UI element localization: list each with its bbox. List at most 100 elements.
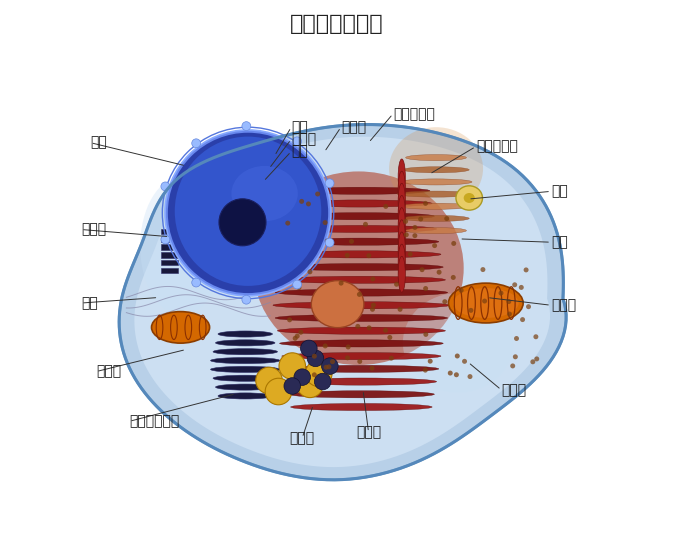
Ellipse shape <box>286 226 437 232</box>
Circle shape <box>366 253 371 258</box>
Circle shape <box>403 219 408 224</box>
Circle shape <box>520 317 525 322</box>
Ellipse shape <box>275 289 448 296</box>
Bar <box>161 252 178 258</box>
Ellipse shape <box>282 353 441 359</box>
Circle shape <box>514 336 519 341</box>
Circle shape <box>370 276 376 281</box>
Ellipse shape <box>254 171 464 365</box>
Circle shape <box>534 357 539 362</box>
Circle shape <box>513 354 518 359</box>
Ellipse shape <box>448 283 523 323</box>
Ellipse shape <box>456 186 483 210</box>
Circle shape <box>512 282 517 287</box>
Circle shape <box>444 216 449 221</box>
Ellipse shape <box>140 177 223 315</box>
Circle shape <box>423 368 428 373</box>
Circle shape <box>451 241 456 246</box>
Ellipse shape <box>406 228 466 233</box>
Ellipse shape <box>397 191 474 197</box>
Ellipse shape <box>398 244 405 280</box>
Ellipse shape <box>398 257 405 293</box>
Circle shape <box>315 191 320 196</box>
Circle shape <box>448 371 453 375</box>
Circle shape <box>287 317 292 322</box>
Circle shape <box>432 243 437 248</box>
Circle shape <box>325 179 334 187</box>
Ellipse shape <box>273 301 450 309</box>
Ellipse shape <box>400 179 472 185</box>
Bar <box>161 268 178 273</box>
Circle shape <box>423 332 428 337</box>
Circle shape <box>423 201 428 206</box>
Text: 细胞结构模式图: 细胞结构模式图 <box>289 14 384 34</box>
Ellipse shape <box>218 393 273 399</box>
Circle shape <box>394 282 399 287</box>
Polygon shape <box>135 137 550 467</box>
Circle shape <box>306 360 332 387</box>
Ellipse shape <box>293 187 430 194</box>
Circle shape <box>346 345 351 349</box>
Text: 核糖体: 核糖体 <box>501 383 526 397</box>
Circle shape <box>482 299 487 304</box>
Circle shape <box>524 268 528 273</box>
Text: 线粒体: 线粒体 <box>551 298 576 312</box>
Text: 溶酶体: 溶酶体 <box>289 431 315 445</box>
Polygon shape <box>119 124 566 480</box>
Circle shape <box>306 201 311 206</box>
Circle shape <box>192 278 201 287</box>
Ellipse shape <box>403 293 513 393</box>
Ellipse shape <box>218 331 273 337</box>
Circle shape <box>324 365 328 370</box>
Circle shape <box>408 252 413 257</box>
Circle shape <box>294 369 310 385</box>
Ellipse shape <box>398 183 405 219</box>
Ellipse shape <box>175 137 321 286</box>
Ellipse shape <box>453 288 519 318</box>
Bar <box>161 260 178 265</box>
Ellipse shape <box>291 200 432 207</box>
Ellipse shape <box>219 199 266 246</box>
Ellipse shape <box>164 161 221 259</box>
Ellipse shape <box>196 138 301 194</box>
Ellipse shape <box>277 276 446 283</box>
Ellipse shape <box>284 365 439 373</box>
Circle shape <box>357 292 362 297</box>
Ellipse shape <box>211 357 280 364</box>
Circle shape <box>192 139 201 148</box>
Text: 核孔: 核孔 <box>90 135 107 150</box>
Ellipse shape <box>398 195 405 231</box>
Ellipse shape <box>151 312 209 343</box>
Ellipse shape <box>398 207 405 243</box>
Ellipse shape <box>400 203 472 209</box>
Circle shape <box>451 275 456 280</box>
Ellipse shape <box>282 251 441 258</box>
Circle shape <box>322 358 338 374</box>
Circle shape <box>481 267 485 272</box>
Circle shape <box>371 302 376 307</box>
Circle shape <box>301 340 317 357</box>
Circle shape <box>388 335 392 340</box>
Ellipse shape <box>398 220 405 255</box>
Circle shape <box>370 307 375 312</box>
Circle shape <box>418 217 423 222</box>
Text: 中心粒: 中心粒 <box>81 222 106 237</box>
Circle shape <box>314 373 331 390</box>
Text: 微丝: 微丝 <box>81 296 98 310</box>
Circle shape <box>468 308 473 313</box>
Ellipse shape <box>291 404 432 410</box>
Text: 核膜: 核膜 <box>291 120 308 134</box>
Circle shape <box>325 238 330 243</box>
Ellipse shape <box>289 213 434 220</box>
Circle shape <box>322 220 328 225</box>
Circle shape <box>293 280 302 289</box>
Circle shape <box>339 280 344 285</box>
Ellipse shape <box>284 238 439 245</box>
Circle shape <box>454 372 459 377</box>
Circle shape <box>442 299 448 304</box>
Circle shape <box>413 233 417 238</box>
Bar <box>161 244 178 250</box>
Circle shape <box>519 285 524 290</box>
Circle shape <box>330 359 335 364</box>
Circle shape <box>398 307 402 312</box>
